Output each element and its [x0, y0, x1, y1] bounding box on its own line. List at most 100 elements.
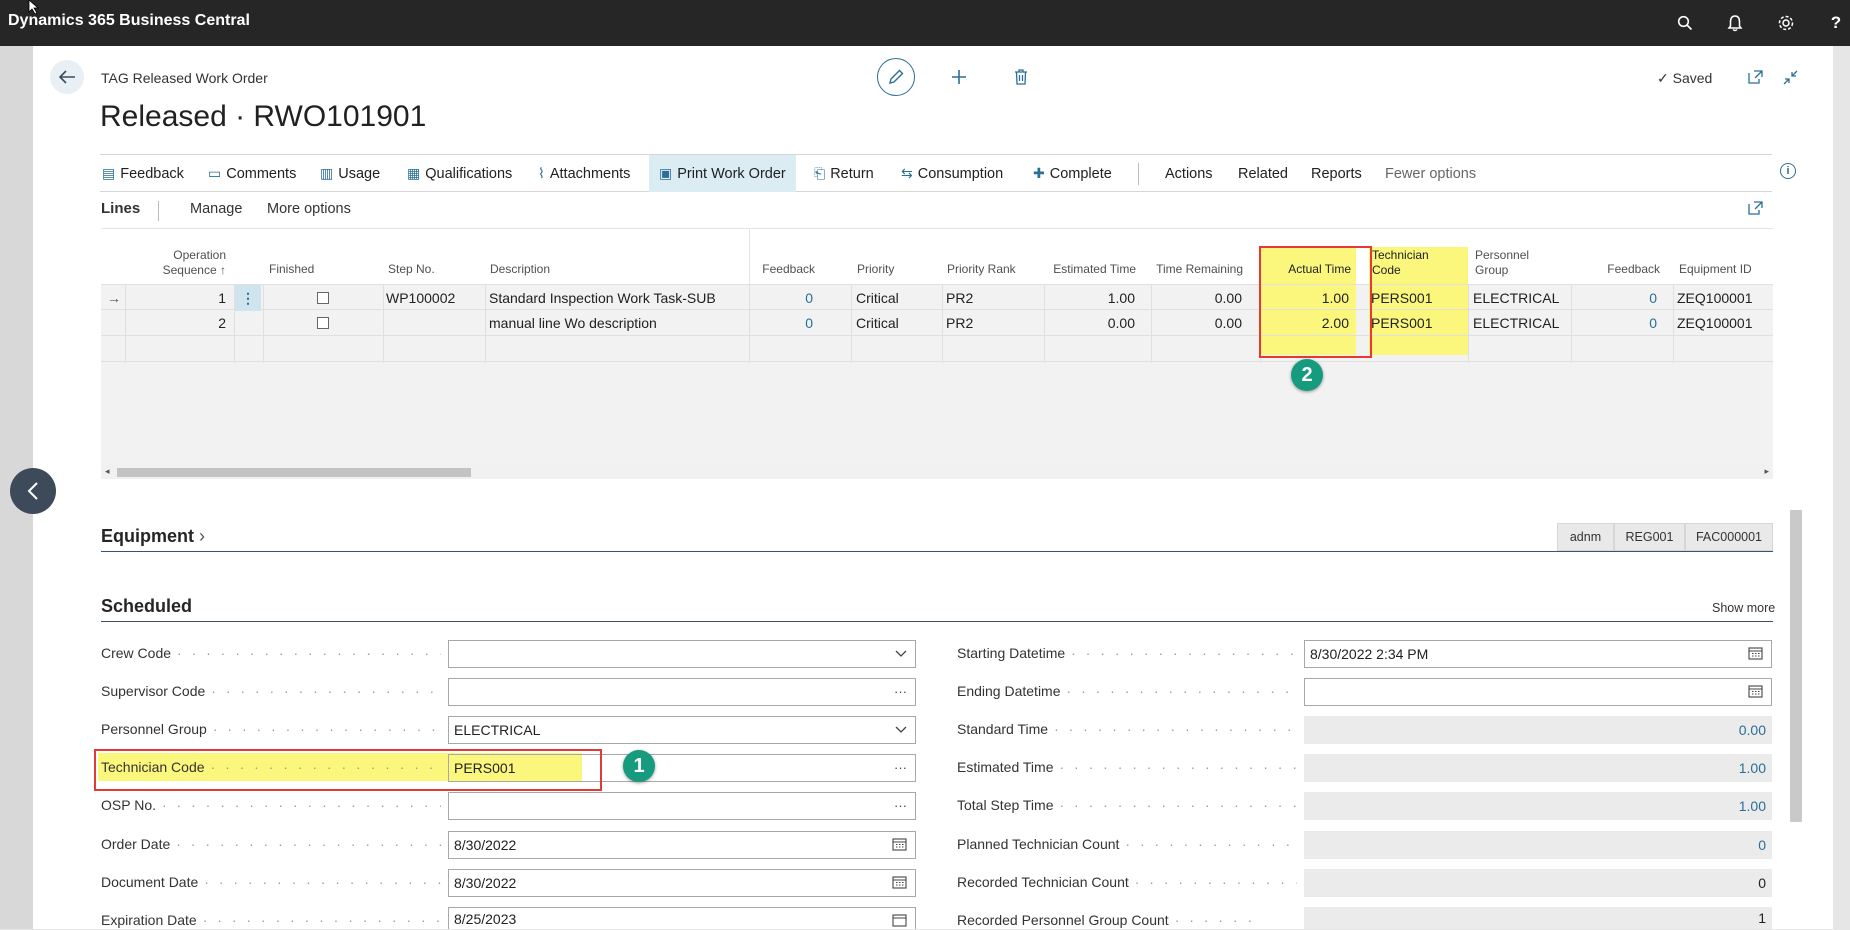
col-header-description[interactable]: Description: [490, 262, 551, 276]
document-date-field[interactable]: 8/30/2022: [448, 869, 916, 897]
equipment-section-title[interactable]: Equipment ›: [101, 526, 205, 547]
dropdown-icon[interactable]: [895, 646, 907, 661]
ellipsis-icon[interactable]: ···: [894, 684, 907, 699]
chevron-left-icon[interactable]: [10, 468, 56, 514]
col-header-step-no[interactable]: Step No.: [388, 262, 435, 276]
cell-actual-time[interactable]: 1.00: [1321, 290, 1349, 306]
bell-icon[interactable]: [1724, 12, 1746, 34]
pencil-icon[interactable]: [877, 58, 915, 96]
ellipsis-icon[interactable]: ···: [894, 798, 907, 813]
table-row-empty[interactable]: [101, 336, 1773, 362]
equipment-tag[interactable]: adnm: [1557, 523, 1614, 551]
col-header-estimated-time[interactable]: Estimated Time: [1053, 262, 1136, 276]
lines-more-options[interactable]: More options: [267, 201, 351, 217]
calendar-icon[interactable]: [892, 837, 907, 854]
checkbox[interactable]: [317, 317, 329, 329]
action-return[interactable]: ⎗ Return: [814, 155, 874, 192]
cell-feedback-2[interactable]: 0: [1649, 290, 1657, 306]
back-arrow-icon[interactable]: [50, 60, 84, 94]
table-row[interactable]: → 1 ⋮ WP100002 Standard Inspection Work …: [101, 284, 1773, 311]
gear-icon[interactable]: [1775, 12, 1797, 34]
equipment-tag[interactable]: FAC000001: [1685, 523, 1773, 551]
breadcrumb[interactable]: TAG Released Work Order: [101, 70, 268, 86]
cell-actual-time[interactable]: 2.00: [1321, 315, 1349, 331]
estimated-time-value[interactable]: 1.00: [1304, 754, 1772, 782]
col-header-time-remaining[interactable]: Time Remaining: [1156, 262, 1243, 276]
calendar-icon[interactable]: [1748, 684, 1763, 701]
plus-icon[interactable]: [948, 66, 970, 88]
col-header-actual-time[interactable]: Actual Time: [1288, 262, 1351, 276]
col-header-feedback-2[interactable]: Feedback: [1607, 262, 1660, 276]
cell-equipment-id[interactable]: ZEQ100001: [1677, 290, 1753, 306]
ending-datetime-field[interactable]: [1304, 678, 1772, 706]
action-usage[interactable]: ▥ Usage: [320, 155, 380, 192]
collapse-icon[interactable]: [1783, 70, 1798, 89]
action-fewer-options[interactable]: Fewer options: [1385, 155, 1476, 192]
row-menu-ellipsis-icon[interactable]: ⋮: [235, 285, 261, 311]
open-new-icon[interactable]: [1748, 70, 1763, 88]
cell-equipment-id[interactable]: ZEQ100001: [1677, 315, 1753, 331]
action-reports[interactable]: Reports: [1311, 155, 1362, 192]
col-header-finished[interactable]: Finished: [269, 262, 315, 276]
cell-priority[interactable]: Critical: [856, 290, 899, 306]
cell-op-seq[interactable]: 2: [218, 315, 226, 331]
horizontal-scrollbar[interactable]: ◂ ▸: [101, 465, 1773, 479]
vertical-scrollbar-thumb[interactable]: [1790, 510, 1802, 822]
cell-estimated-time[interactable]: 1.00: [1107, 290, 1135, 306]
show-more-link[interactable]: Show more: [1712, 601, 1776, 615]
cell-step-no[interactable]: WP100002: [386, 290, 456, 306]
supervisor-code-field[interactable]: ···: [448, 678, 916, 706]
col-header-op-seq[interactable]: Operation Sequence ↑: [156, 248, 226, 278]
cell-feedback-2[interactable]: 0: [1649, 315, 1657, 331]
col-header-personnel-group[interactable]: Personnel Group: [1475, 248, 1529, 278]
col-header-priority-rank[interactable]: Priority Rank: [947, 262, 1016, 276]
scroll-left-icon[interactable]: ◂: [105, 466, 110, 476]
cell-priority-rank[interactable]: PR2: [946, 315, 974, 331]
action-print-work-order[interactable]: ▣ Print Work Order: [649, 155, 796, 192]
cell-description[interactable]: manual line Wo description: [489, 315, 657, 331]
cell-personnel-group[interactable]: ELECTRICAL: [1473, 290, 1560, 306]
action-attachments[interactable]: ⌇ Attachments: [538, 155, 630, 192]
col-header-priority[interactable]: Priority: [857, 262, 895, 276]
osp-no-field[interactable]: ···: [448, 792, 916, 820]
action-complete[interactable]: ✚ Complete: [1033, 155, 1112, 192]
col-header-feedback[interactable]: Feedback: [762, 262, 815, 276]
order-date-field[interactable]: 8/30/2022: [448, 831, 916, 859]
info-icon[interactable]: i: [1780, 163, 1796, 179]
calendar-icon[interactable]: [892, 913, 907, 930]
app-title[interactable]: Dynamics 365 Business Central: [8, 12, 250, 29]
action-comments[interactable]: ▭ Comments: [208, 155, 296, 192]
expand-icon[interactable]: [1748, 201, 1763, 219]
technician-code-field[interactable]: PERS001 ···: [448, 754, 916, 782]
action-qualifications[interactable]: ▦ Qualifications: [407, 155, 512, 192]
cell-feedback[interactable]: 0: [805, 290, 813, 306]
action-feedback[interactable]: ▤ Feedback: [102, 155, 184, 192]
trash-icon[interactable]: [1010, 66, 1032, 88]
personnel-group-field[interactable]: ELECTRICAL: [448, 716, 916, 744]
cell-description[interactable]: Standard Inspection Work Task-SUB: [489, 290, 716, 306]
cell-personnel-group[interactable]: ELECTRICAL: [1473, 315, 1560, 331]
scrollbar-thumb[interactable]: [117, 468, 471, 477]
calendar-icon[interactable]: [1748, 646, 1763, 663]
expiration-date-field[interactable]: 8/25/2023: [448, 907, 916, 929]
cell-priority-rank[interactable]: PR2: [946, 290, 974, 306]
scheduled-section-title[interactable]: Scheduled: [101, 596, 193, 616]
ellipsis-icon[interactable]: ···: [894, 760, 907, 775]
cell-estimated-time[interactable]: 0.00: [1107, 315, 1135, 331]
total-step-time-value[interactable]: 1.00: [1304, 792, 1772, 820]
search-icon[interactable]: [1674, 12, 1696, 34]
cell-op-seq[interactable]: 1: [218, 290, 226, 306]
col-header-equipment-id[interactable]: Equipment ID: [1679, 262, 1752, 276]
starting-datetime-field[interactable]: 8/30/2022 2:34 PM: [1304, 640, 1772, 668]
table-row[interactable]: 2 manual line Wo description 0 Critical …: [101, 310, 1773, 336]
calendar-icon[interactable]: [892, 875, 907, 892]
cell-technician-code[interactable]: PERS001: [1371, 290, 1433, 306]
action-related[interactable]: Related: [1238, 155, 1288, 192]
dropdown-icon[interactable]: [895, 722, 907, 737]
col-header-technician-code[interactable]: Technician Code: [1372, 248, 1429, 278]
cell-finished-checkbox[interactable]: [317, 310, 330, 336]
cell-time-remaining[interactable]: 0.00: [1214, 290, 1242, 306]
checkbox[interactable]: [317, 292, 329, 304]
scroll-right-icon[interactable]: ▸: [1764, 466, 1769, 476]
cell-finished-checkbox[interactable]: [317, 285, 330, 311]
